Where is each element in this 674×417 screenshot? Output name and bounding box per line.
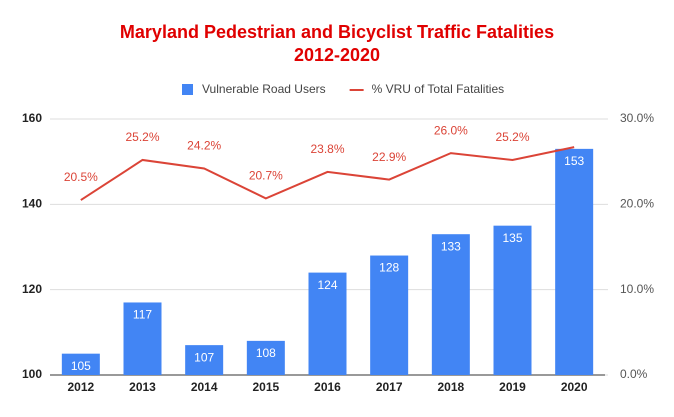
y-tick-label: 160 — [22, 111, 42, 125]
bar — [123, 302, 162, 375]
bar — [61, 353, 100, 375]
bar-label: 128 — [379, 261, 399, 275]
bar-label: 133 — [441, 239, 461, 253]
bar — [308, 272, 347, 375]
x-tick-label: 2017 — [376, 380, 403, 394]
line-label: 20.7% — [249, 169, 283, 183]
chart-title: 2012-2020 — [294, 45, 380, 65]
line-label: 20.5% — [64, 170, 98, 184]
y2-tick-label: 10.0% — [620, 282, 654, 296]
bar — [493, 225, 532, 375]
x-tick-label: 2019 — [499, 380, 526, 394]
bar — [370, 255, 409, 375]
bar-label: 105 — [71, 359, 91, 373]
line — [80, 146, 575, 201]
x-tick-label: 2020 — [561, 380, 588, 394]
y2-tick-label: 30.0% — [620, 111, 654, 125]
legend-label: Vulnerable Road Users — [202, 82, 326, 96]
bar — [555, 148, 594, 375]
y-tick-label: 140 — [22, 197, 42, 211]
line-label: 24.2% — [187, 139, 221, 153]
bar-label: 107 — [194, 350, 214, 364]
y-tick-label: 100 — [22, 367, 42, 381]
bar-label: 124 — [317, 278, 337, 292]
line-label: 26.0% — [434, 123, 468, 137]
y2-tick-label: 0.0% — [620, 367, 648, 381]
legend-swatch — [182, 84, 193, 95]
y2-tick-label: 20.0% — [620, 197, 654, 211]
x-tick-label: 2013 — [129, 380, 156, 394]
bar-label: 135 — [502, 231, 522, 245]
x-tick-label: 2016 — [314, 380, 341, 394]
line-label: 25.2% — [495, 130, 529, 144]
x-tick-label: 2014 — [191, 380, 218, 394]
x-tick-label: 2012 — [67, 380, 94, 394]
bar-label: 108 — [256, 346, 276, 360]
x-tick-label: 2015 — [252, 380, 279, 394]
line-label: 23.8% — [310, 142, 344, 156]
bar — [185, 345, 224, 375]
line-label: 25.2% — [125, 130, 159, 144]
x-tick-label: 2018 — [437, 380, 464, 394]
y-tick-label: 120 — [22, 282, 42, 296]
legend-label: % VRU of Total Fatalities — [372, 82, 505, 96]
bar-label: 117 — [133, 308, 152, 322]
bar — [246, 340, 285, 375]
chart-title: Maryland Pedestrian and Bicyclist Traffi… — [120, 22, 554, 42]
bar-label: 153 — [564, 154, 584, 168]
bar — [431, 234, 470, 375]
line-label: 22.9% — [372, 150, 406, 164]
